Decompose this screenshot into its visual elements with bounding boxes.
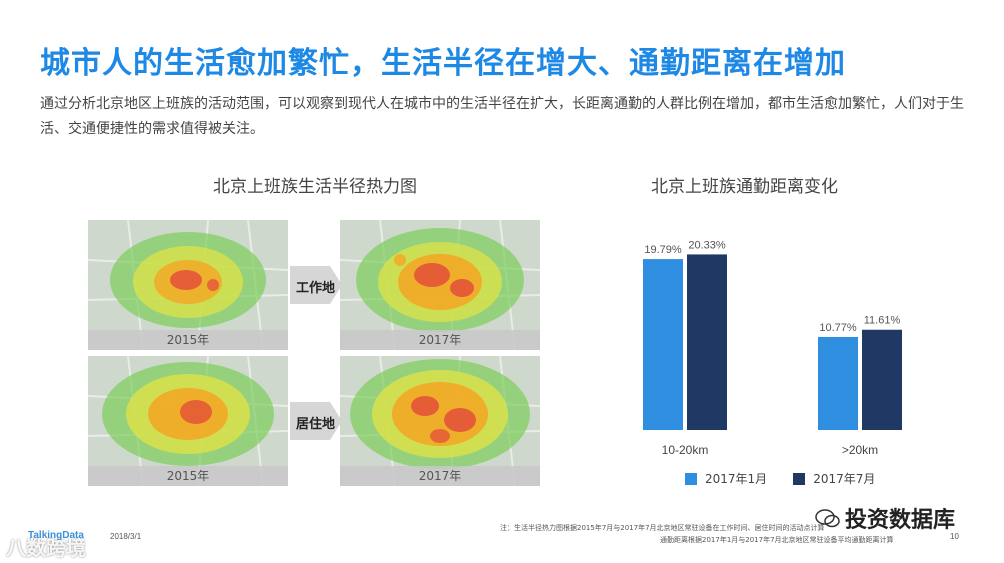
data-label: 11.61% xyxy=(864,315,901,327)
footer-note-line1: 注：生活半径热力图根据2015年7月与2017年7月北京地区常驻设备在工作时间、… xyxy=(500,524,825,532)
year-label: 2017年 xyxy=(340,330,540,350)
category-label: 10-20km xyxy=(662,443,709,457)
arrow-right-icon xyxy=(290,402,342,440)
year-label: 2015年 xyxy=(88,466,288,486)
bar->20km-2017年1月 xyxy=(818,336,858,430)
arrow-label-home: 居住地 xyxy=(296,417,336,432)
year-label: 2017年 xyxy=(340,466,540,486)
watermark-left: 八数跨境 xyxy=(6,536,86,560)
page-title: 城市人的生活愈加繁忙，生活半径在增大、通勤距离在增加 xyxy=(40,46,846,81)
commute-bar-chart: 19.79% 20.33% 10-20km 10.77% 11.61% >20km xyxy=(643,239,902,457)
heatmap-tile-work-2015: 2015年 xyxy=(88,220,288,350)
heatmap-image xyxy=(88,356,288,486)
talkingdata-logo: TalkingData xyxy=(28,530,84,541)
page-subtitle: 通过分析北京地区上班族的活动范围，可以观察到现代人在城市中的生活半径在扩大，长距… xyxy=(40,96,964,137)
bar->20km-2017年7月 xyxy=(862,329,902,430)
wechat-icon xyxy=(815,509,840,528)
bar-10-20km-2017年7月 xyxy=(687,254,727,430)
footer-note-line2: 通勤距离根据2017年1月与2017年7月北京地区常驻设备平均通勤距离计算 xyxy=(660,536,894,544)
year-label: 2015年 xyxy=(88,330,288,350)
legend-item-series-1: 2017年1月 xyxy=(685,470,767,487)
bar-10-20km-2017年1月 xyxy=(643,259,683,430)
legend-label: 2017年1月 xyxy=(705,472,768,486)
heatmap-tile-home-2015: 2015年 xyxy=(88,356,288,486)
heatmap-section-title: 北京上班族生活半径热力图 xyxy=(213,177,417,197)
legend-swatch xyxy=(793,472,806,485)
legend-swatch xyxy=(685,472,697,485)
data-label: 20.33% xyxy=(688,239,726,251)
footer-date: 2018/3/1 xyxy=(110,532,142,541)
chart-legend: 2017年1月 2017年7月 xyxy=(685,470,875,487)
watermark-right: 投资数据库 xyxy=(845,508,956,533)
data-label: 10.77% xyxy=(819,322,857,334)
category-label: >20km xyxy=(842,443,878,457)
heatmap-tile-home-2017: 2017年 xyxy=(340,356,540,486)
heatmap-tile-work-2017: 2017年 xyxy=(340,220,540,350)
legend-label: 2017年7月 xyxy=(813,472,876,486)
legend-item-series-2: 2017年7月 xyxy=(793,470,875,487)
footer-note: 注：生活半径热力图根据2015年7月与2017年7月北京地区常驻设备在工作时间、… xyxy=(500,522,950,546)
heatmap-image xyxy=(88,220,288,350)
page-number: 10 xyxy=(950,532,959,541)
arrow-label-work: 工作地 xyxy=(296,281,336,296)
arrow-right-icon xyxy=(290,266,342,304)
chart-title: 北京上班族通勤距离变化 xyxy=(651,177,838,197)
data-label: 19.79% xyxy=(644,244,682,256)
heatmap-image xyxy=(340,220,540,350)
heatmap-image xyxy=(340,356,540,486)
